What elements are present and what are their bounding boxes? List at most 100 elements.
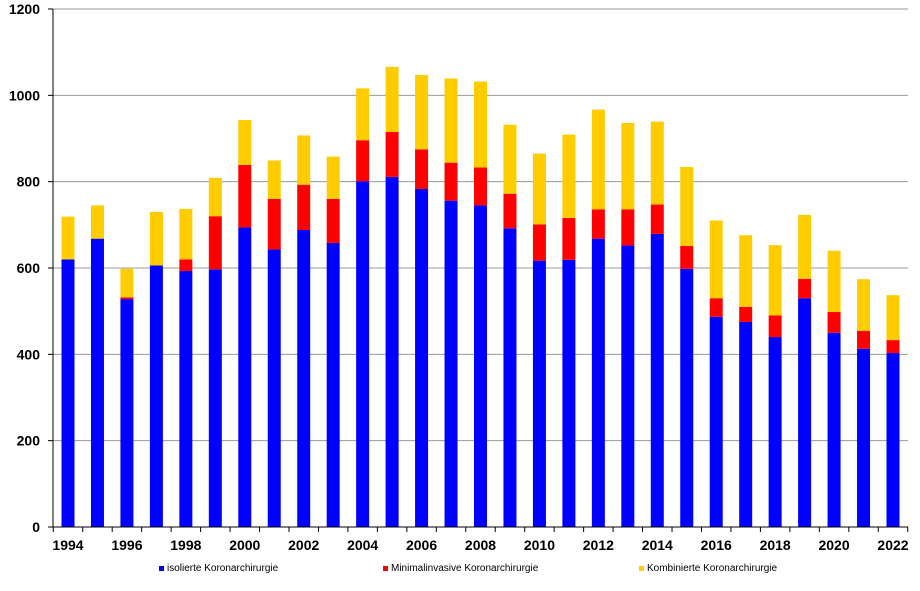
bar-segment-1999-series-1 [208,216,222,270]
x-tick-labels: 1994 1996 1998 2000 2002 2004 2006 2008 2010 2012… [52,537,908,553]
x-tick-label: 2016 [701,537,732,553]
stacked-bar-chart: 0 200 400 600 800 1000 1200 1994 1996 1998 2000 20… [9,1,909,553]
bar-segment-2006-series-1 [415,149,429,189]
bar-segment-2015-series-1 [680,245,694,269]
bar-segment-2016-series-1 [709,298,723,317]
bar-segment-2003-series-2 [326,156,340,199]
bar-segment-2014-series-2 [650,121,664,205]
bar-segment-2017-series-1 [739,306,753,322]
bar-segment-2015-series-0 [680,268,694,527]
bar-segment-2010-series-0 [532,260,546,527]
bar-segment-2008-series-1 [474,167,487,206]
bar-segment-2020-series-2 [827,250,841,313]
x-tick-label: 1996 [111,537,142,553]
x-tick-label: 2018 [760,537,791,553]
bar-segment-1996-series-1 [120,297,134,300]
x-tick-label: 2006 [406,537,437,553]
bar-segment-2013-series-0 [621,245,635,528]
y-tick-label: 1000 [9,87,40,103]
bar-segment-2020-series-0 [827,332,841,527]
bar-segment-2012-series-2 [591,109,605,210]
bar-segment-2013-series-1 [621,209,635,246]
bar-segment-2017-series-2 [739,235,753,307]
bar-segment-2012-series-1 [591,209,605,239]
legend: isolierte Koronarchirurgie Minimalinvasi… [0,563,920,581]
bar-segment-1996-series-0 [120,299,134,527]
y-tick-label: 600 [17,260,41,276]
bar-segment-1995-series-2 [90,205,104,239]
x-tick-label: 2008 [465,537,496,553]
bar-segment-2018-series-1 [768,315,782,338]
bar-segment-2007-series-0 [444,200,458,527]
legend-item-kombinierte: Kombinierte Koronarchirurgie [639,563,777,574]
bar-segment-2008-series-0 [474,205,487,527]
x-tick-label: 2020 [818,537,849,553]
bar-segment-2002-series-2 [297,135,311,185]
bar-segment-1997-series-2 [149,211,163,266]
bar-segment-1999-series-2 [208,177,222,217]
x-tick-label: 2014 [642,537,673,553]
bar-segment-2009-series-2 [503,124,517,194]
bar-segment-2007-series-2 [444,78,458,163]
bar-segment-1994-series-0 [61,259,75,527]
bar-segment-1994-series-2 [61,216,75,260]
y-tick-label: 1200 [9,1,40,17]
bar-segment-2022-series-1 [886,340,900,354]
bar-segment-2009-series-0 [503,228,517,528]
bar-segment-2011-series-0 [562,259,576,527]
bar-segment-1997-series-0 [149,265,163,527]
bar-segment-2006-series-0 [415,189,429,527]
bar-segment-2018-series-2 [768,245,782,316]
legend-swatch-red [383,566,388,571]
y-tick-label: 800 [17,174,41,190]
bar-segment-2007-series-1 [444,162,458,201]
bar-segment-2016-series-2 [709,220,723,299]
bar-segment-2011-series-1 [562,217,576,260]
bar-segment-2005-series-2 [385,66,399,133]
bar-segment-2001-series-2 [267,160,281,199]
bars [61,66,900,528]
bar-segment-2005-series-1 [385,132,399,177]
bar-segment-2011-series-2 [562,134,576,218]
bar-segment-2010-series-1 [532,224,546,261]
bar-segment-2005-series-0 [385,176,399,528]
bar-segment-2004-series-0 [356,181,370,528]
x-tick-label: 1994 [52,537,83,553]
bar-segment-2015-series-2 [680,166,694,246]
x-tick-label: 2004 [347,537,378,553]
legend-item-minimalinvasive: Minimalinvasive Koronarchirurgie [383,563,538,574]
bar-segment-2019-series-2 [798,214,812,279]
bar-segment-2021-series-1 [857,331,871,349]
x-tick-label: 2010 [524,537,555,553]
bar-segment-2022-series-0 [886,353,900,527]
y-tick-label: 200 [17,433,41,449]
bar-segment-2004-series-2 [356,88,370,141]
bar-segment-2000-series-1 [238,164,252,228]
bar-segment-2020-series-1 [827,312,841,333]
bar-segment-1999-series-0 [208,269,222,527]
bar-segment-2003-series-1 [326,198,340,243]
bar-segment-2021-series-0 [857,348,871,527]
x-tick-label: 1998 [170,537,201,553]
x-tick-label: 2000 [229,537,260,553]
x-tick-label: 2012 [583,537,614,553]
x-tick-label: 2002 [288,537,319,553]
bar-segment-2018-series-0 [768,337,782,527]
legend-label-isolierte: isolierte Koronarchirurgie [167,563,279,574]
bar-segment-2002-series-1 [297,184,311,231]
bar-segment-2008-series-2 [474,81,487,168]
bar-segment-2019-series-0 [798,298,812,527]
bar-segment-2000-series-0 [238,227,252,528]
bar-segment-2006-series-2 [415,75,429,150]
axes [48,8,909,532]
bar-segment-2001-series-0 [267,249,281,527]
y-tick-label: 400 [17,346,41,362]
bar-segment-1995-series-0 [90,238,104,527]
bar-segment-2010-series-2 [532,153,546,225]
legend-label-minimalinvasive: Minimalinvasive Koronarchirurgie [391,563,539,574]
bar-segment-2019-series-1 [798,278,812,299]
bar-segment-2016-series-0 [709,316,723,527]
legend-swatch-yellow [639,566,644,571]
bar-segment-1998-series-0 [179,271,193,527]
legend-item-isolierte: isolierte Koronarchirurgie [159,563,278,574]
